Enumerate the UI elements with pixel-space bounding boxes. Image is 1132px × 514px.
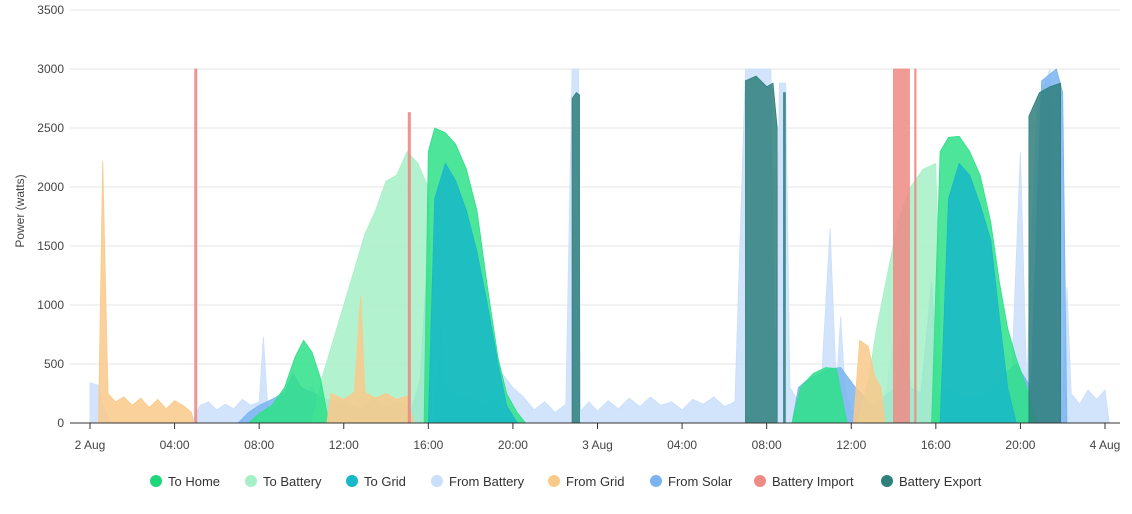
legend-label-from-solar: From Solar: [668, 474, 733, 489]
series-area-from-grid[interactable]: [98, 160, 886, 424]
x-tick-label: 04:00: [667, 438, 697, 452]
legend-marker-from-battery: [431, 475, 443, 487]
y-tick-label: 3500: [37, 3, 64, 17]
y-tick-label: 1000: [37, 298, 64, 312]
legend-marker-to-home: [150, 475, 162, 487]
x-tick-label: 12:00: [836, 438, 866, 452]
x-tick-label: 2 Aug: [75, 438, 106, 452]
series-area-from-battery[interactable]: [89, 68, 1110, 424]
x-tick-label: 08:00: [244, 438, 274, 452]
x-tick-label: 08:00: [752, 438, 782, 452]
x-tick-label: 3 Aug: [582, 438, 613, 452]
legend-label-from-battery: From Battery: [449, 474, 525, 489]
legend-marker-to-battery: [245, 475, 257, 487]
legend-label-to-battery: To Battery: [263, 474, 322, 489]
legend-marker-to-grid: [346, 475, 358, 487]
legend-item-battery-import[interactable]: Battery Import: [754, 474, 854, 489]
y-tick-label: 2500: [37, 121, 64, 135]
legend-item-from-battery[interactable]: From Battery: [431, 474, 525, 489]
x-tick-label: 16:00: [413, 438, 443, 452]
legend-item-to-home[interactable]: To Home: [150, 474, 220, 489]
x-tick-label: 20:00: [498, 438, 528, 452]
legend-marker-from-solar: [650, 475, 662, 487]
x-tick-label: 12:00: [329, 438, 359, 452]
y-tick-label: 2000: [37, 180, 64, 194]
y-axis-title: Power (watts): [13, 174, 27, 247]
legend-item-to-grid[interactable]: To Grid: [346, 474, 406, 489]
x-tick-label: 04:00: [160, 438, 190, 452]
legend-label-to-home: To Home: [168, 474, 220, 489]
legend-item-from-solar[interactable]: From Solar: [650, 474, 733, 489]
legend-item-to-battery[interactable]: To Battery: [245, 474, 322, 489]
legend-marker-battery-export: [881, 475, 893, 487]
legend-item-from-grid[interactable]: From Grid: [548, 474, 625, 489]
legend[interactable]: To Home To Battery To Grid From Battery …: [150, 474, 982, 489]
y-tick-label: 1500: [37, 239, 64, 253]
legend-marker-battery-import: [754, 475, 766, 487]
axes: 0 500 1000 1500 2000 2500 3000 3500 2 Aug 04:00 08…: [37, 3, 1120, 452]
y-tick-label: 500: [44, 357, 64, 371]
grid-lines: [70, 9, 1120, 365]
legend-item-battery-export[interactable]: Battery Export: [881, 474, 982, 489]
legend-label-from-grid: From Grid: [566, 474, 625, 489]
x-tick-label: 20:00: [1005, 438, 1035, 452]
legend-label-battery-export: Battery Export: [899, 474, 982, 489]
legend-marker-from-grid: [548, 475, 560, 487]
y-tick-label: 0: [57, 416, 64, 430]
y-tick-label: 3000: [37, 62, 64, 76]
x-tick-label: 16:00: [921, 438, 951, 452]
legend-label-battery-import: Battery Import: [772, 474, 854, 489]
x-tick-label: 4 Aug: [1090, 438, 1121, 452]
legend-label-to-grid: To Grid: [364, 474, 406, 489]
